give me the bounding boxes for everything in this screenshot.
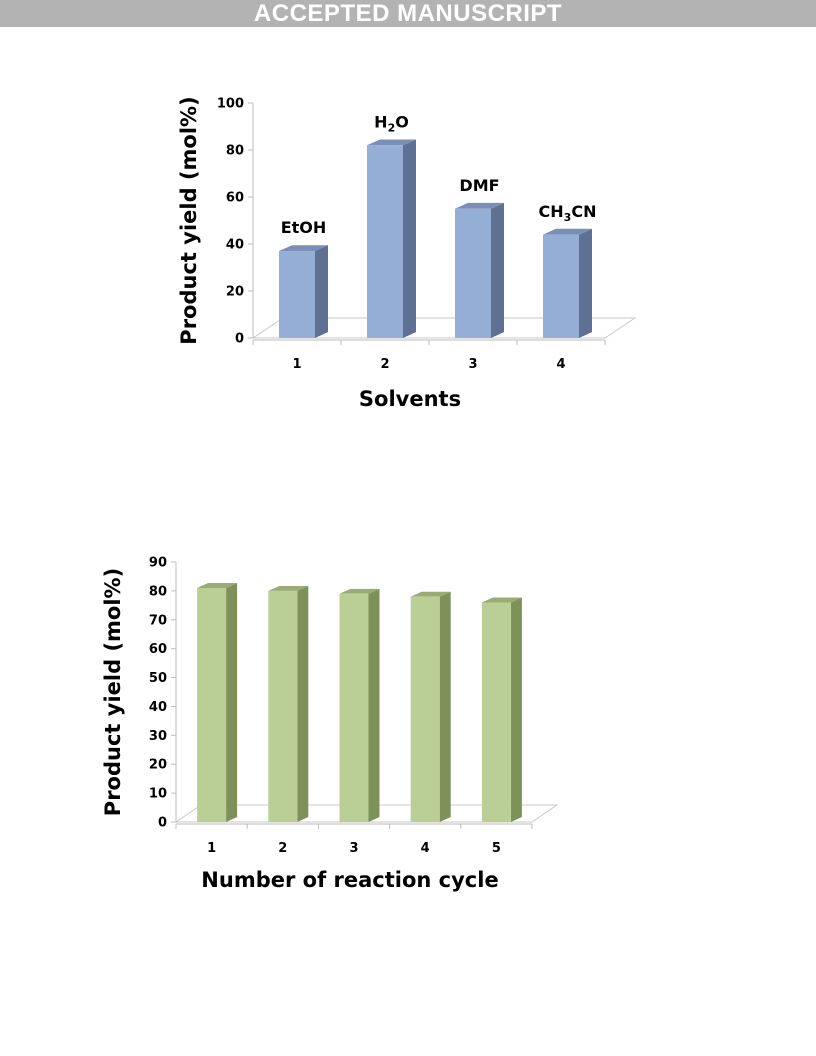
bar — [543, 234, 579, 338]
bar-top — [197, 583, 238, 588]
bar-data-label: DMF — [459, 176, 499, 195]
y-tick-label: 80 — [226, 144, 244, 159]
y-tick-label: 60 — [226, 191, 244, 206]
bar-data-label: EtOH — [281, 218, 327, 237]
y-tick-label: 100 — [217, 97, 244, 112]
bar — [268, 590, 298, 822]
bar — [339, 593, 369, 822]
reaction-cycle-yield-chart: 0 10 20 30 40 50 60 70 80 90 1 2 3 4 5 Number of reacti… — [101, 556, 559, 892]
y-axis-title: Product yield (mol%) — [177, 96, 201, 344]
bar-top — [268, 585, 309, 591]
bar-top — [455, 202, 504, 209]
bar-side — [579, 228, 592, 338]
bar-side — [226, 583, 238, 822]
bar-side — [403, 139, 416, 338]
y-tick-label: 40 — [226, 238, 244, 253]
y-tick-label: 50 — [149, 671, 167, 686]
bar-side — [368, 588, 380, 822]
y-tick-label: 10 — [149, 787, 167, 802]
x-tick-label: 5 — [492, 841, 501, 856]
bar-top — [279, 245, 328, 252]
y-tick-label: 20 — [149, 758, 167, 773]
bar-side — [315, 245, 328, 338]
y-tick-label: 30 — [149, 729, 167, 744]
accepted-manuscript-banner: ACCEPTED MANUSCRIPT — [0, 0, 816, 27]
bar-top — [543, 228, 592, 235]
bar-side — [439, 591, 451, 822]
y-tick-label: 60 — [149, 642, 167, 657]
x-axis-title: Solvents — [359, 387, 461, 411]
x-tick-label: 3 — [468, 357, 477, 372]
bar-side — [491, 202, 504, 338]
x-tick-label: 3 — [349, 841, 358, 856]
x-tick-label: 2 — [380, 357, 389, 372]
y-tick-label: 40 — [149, 700, 167, 715]
x-tick-label: 2 — [278, 841, 287, 856]
bar — [279, 251, 315, 338]
x-tick-label: 1 — [292, 357, 301, 372]
bar-data-label: H2O — [374, 112, 409, 134]
x-axis-title: Number of reaction cycle — [201, 868, 498, 892]
y-tick-label: 80 — [149, 584, 167, 599]
bar-side — [510, 597, 522, 822]
y-tick-label: 70 — [149, 613, 167, 628]
solvent-yield-chart: 0 20 40 60 80 100 1 EtOH 2 H2O 3 DMF 4 CH3CN Solvents P… — [177, 96, 637, 411]
bar-top — [367, 139, 416, 146]
bar-side — [297, 585, 309, 822]
bar — [481, 602, 511, 822]
y-tick-label: 20 — [226, 285, 244, 300]
bar-top — [410, 591, 451, 597]
y-axis-title: Product yield (mol%) — [101, 568, 125, 816]
bar — [455, 208, 491, 338]
x-tick-label: 1 — [207, 841, 216, 856]
bar-top — [481, 597, 522, 603]
bar — [367, 145, 403, 338]
x-tick-label: 4 — [421, 841, 430, 856]
y-tick-label: 0 — [158, 816, 167, 831]
bar — [410, 596, 440, 822]
bar — [197, 588, 227, 822]
bar-data-label: CH3CN — [539, 202, 597, 224]
bar-top — [339, 588, 380, 594]
x-tick-label: 4 — [556, 357, 565, 372]
y-tick-label: 90 — [149, 556, 167, 571]
y-tick-label: 0 — [235, 332, 244, 347]
